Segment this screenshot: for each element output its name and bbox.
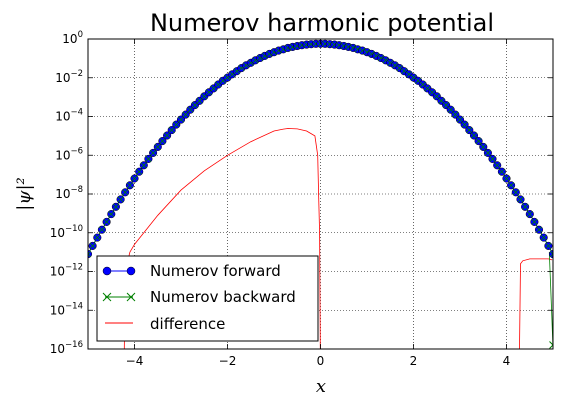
series-backward-point	[452, 111, 459, 118]
series-backward-point	[103, 219, 110, 225]
series-backward-point	[113, 203, 119, 210]
y-tick-label: 10−14	[50, 301, 83, 317]
y-tick-label: 10−2	[55, 69, 83, 85]
series-backward-point	[461, 121, 468, 128]
series-backward-point	[173, 121, 180, 128]
series-backward-point	[512, 189, 519, 196]
y-tick-label: 10−16	[50, 340, 83, 356]
legend-marker-forward-2	[126, 266, 136, 276]
tick-marks	[88, 38, 553, 350]
legend-marker-backward-1	[102, 292, 112, 302]
x-tick-label: −2	[219, 354, 237, 368]
x-axis-label: x	[316, 376, 326, 397]
series-backward-point	[126, 182, 133, 189]
series-backward-point	[466, 127, 473, 133]
series-backward-point	[485, 150, 491, 156]
series-backward-point	[443, 102, 449, 108]
series-forward-point	[548, 250, 553, 259]
chart-title: Numerov harmonic potential	[150, 9, 494, 37]
series-backward-point	[187, 106, 194, 113]
y-axis-label: |ψ|²	[14, 177, 35, 210]
x-tick-label: 2	[410, 354, 418, 368]
y-tick-label: 10−8	[55, 185, 83, 201]
series-backward-point	[168, 127, 175, 133]
y-tick-label: 10−6	[55, 146, 83, 162]
series-backward-point	[178, 116, 184, 123]
series-backward-point	[508, 182, 515, 189]
series-backward-point	[88, 251, 91, 257]
series-backward-point	[457, 116, 463, 123]
legend-marker-forward-1	[102, 266, 112, 276]
series-backward-point	[540, 234, 547, 241]
series-backward-point	[517, 196, 524, 203]
legend-label-forward: Numerov forward	[150, 262, 281, 280]
series-backward-point	[140, 162, 147, 169]
legend-label-difference: difference	[150, 315, 225, 333]
series-backward-point	[480, 144, 487, 150]
series-backward-point	[196, 97, 203, 104]
series-backward-point	[99, 226, 105, 233]
series-layer	[88, 39, 553, 349]
series-backward-point	[503, 175, 510, 182]
series-backward-point	[94, 234, 101, 241]
series-backward-point	[182, 111, 189, 118]
series-backward-point	[89, 243, 96, 249]
y-tick-label: 100	[62, 30, 83, 46]
series-backward-point	[475, 138, 482, 144]
x-tick-label: 4	[503, 354, 511, 368]
series-backward-point	[108, 211, 115, 218]
series-backward-point	[150, 150, 156, 156]
series-backward-point	[545, 243, 552, 249]
series-backward-point	[550, 251, 553, 257]
series-backward-point	[526, 211, 533, 218]
series-backward-point	[164, 132, 170, 139]
series-backward-point	[531, 219, 538, 225]
series-backward-point	[498, 168, 505, 175]
series-backward-point	[447, 106, 454, 113]
x-tick-label: −4	[126, 354, 144, 368]
y-tick-label: 10−10	[50, 224, 83, 240]
series-backward-point	[522, 203, 528, 210]
series-difference-line	[123, 128, 321, 349]
series-backward-point	[159, 138, 166, 144]
legend-marker-backward-2	[126, 292, 136, 302]
series-backward-point	[494, 162, 501, 169]
y-tick-label: 10−4	[55, 108, 83, 124]
series-forward-point	[88, 250, 93, 259]
tick-labels: −4 −2 0 2 4 100 10−2 10−4 10−6 10−8 10−10 10−12 10−1…	[50, 30, 511, 368]
y-tick-label: 10−12	[50, 263, 83, 279]
series-backward-point	[122, 189, 129, 196]
series-backward-point	[136, 168, 143, 175]
series-backward-point	[145, 156, 152, 162]
series-backward-point	[131, 175, 138, 182]
series-backward-point	[489, 156, 496, 162]
series-backward-point	[536, 226, 542, 233]
series-backward-point	[471, 132, 477, 139]
legend-label-backward: Numerov backward	[150, 288, 296, 306]
series-backward-edge-point	[549, 341, 553, 349]
series-difference-line	[519, 258, 553, 349]
legend: Numerov forward Numerov backward differe…	[96, 255, 319, 342]
series-backward-point	[154, 144, 161, 150]
x-tick-label: 0	[317, 354, 325, 368]
series-backward-point	[117, 196, 124, 203]
